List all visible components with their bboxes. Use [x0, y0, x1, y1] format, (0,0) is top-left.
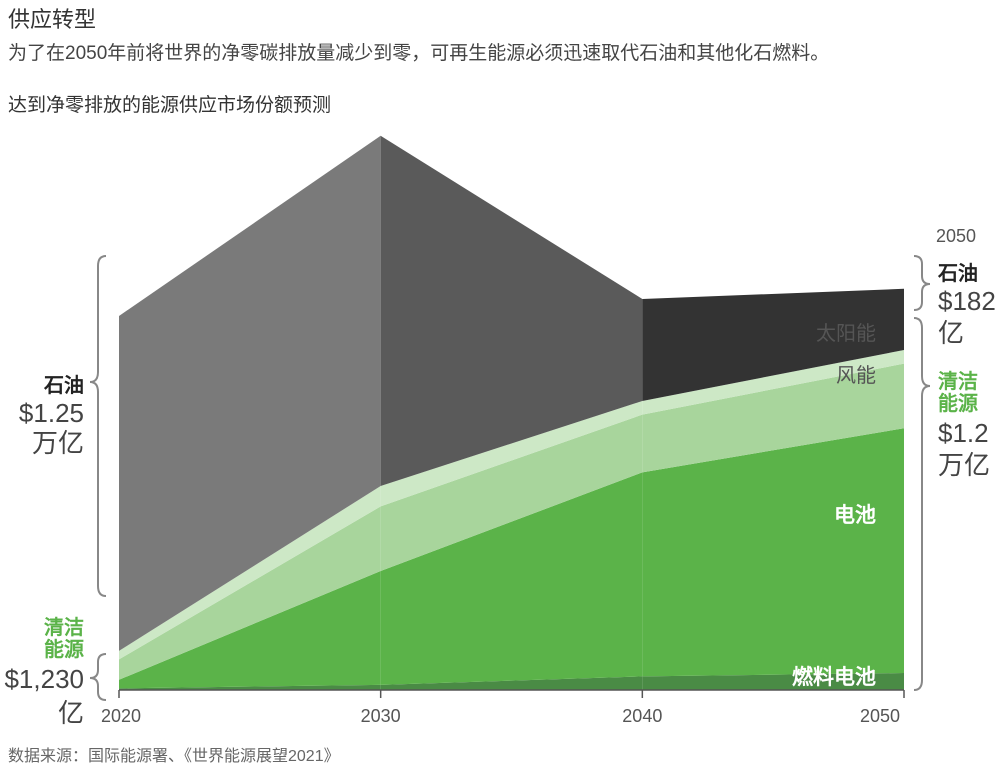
- series-label-fuelcell: 燃料电池: [792, 665, 876, 689]
- left-oil-value: $1.25: [19, 398, 84, 428]
- left-clean-unit: 亿: [58, 698, 84, 728]
- data-source: 数据来源：国际能源署、《世界能源展望2021》: [8, 748, 340, 765]
- right-oil-brace: [913, 255, 931, 311]
- area-fuel-cell-1: [380, 676, 643, 690]
- area-solar-2: [642, 350, 904, 415]
- x-tick-label: 2040: [622, 706, 662, 726]
- area-fuel-cell-0: [119, 684, 381, 690]
- area-oil-2: [642, 288, 904, 401]
- series-label-battery: 电池: [834, 504, 876, 527]
- right-clean-name-1: 清洁: [938, 369, 978, 393]
- area-solar-1: [380, 401, 643, 507]
- area-wind-2: [642, 363, 904, 473]
- left-oil-unit: 万亿: [32, 428, 84, 458]
- area-battery-0: [119, 571, 381, 689]
- right-oil-name: 石油: [937, 261, 978, 285]
- right-clean-brace: [913, 317, 931, 691]
- x-axis-ticks: 2020 2030 2040 2050: [101, 690, 905, 726]
- x-tick-label: 2050: [860, 706, 900, 726]
- area-solar-0: [119, 486, 381, 660]
- left-oil-brace: [89, 255, 107, 597]
- chart-areas: [119, 135, 904, 691]
- left-clean-brace: [89, 653, 107, 701]
- chart-canvas: 2020 2030 2040 2050 石油 $1.25 万亿 清洁 能源 $1,23…: [4, 135, 996, 728]
- x-tick-label: 2020: [101, 706, 141, 726]
- area-oil-0: [119, 135, 381, 651]
- right-clean-name-2: 能源: [938, 391, 978, 415]
- area-battery-1: [380, 472, 643, 685]
- right-year: 2050: [936, 226, 976, 246]
- area-wind-1: [380, 414, 643, 571]
- series-label-solar: 太阳能: [816, 322, 876, 345]
- chart-title: 达到净零排放的能源供应市场份额预测: [8, 95, 332, 116]
- left-clean-name-2: 能源: [44, 637, 84, 661]
- area-wind-0: [119, 506, 381, 680]
- area-fuel-cell-2: [642, 673, 904, 690]
- series-label-wind: 风能: [836, 364, 876, 387]
- x-tick-label: 2030: [361, 706, 401, 726]
- left-clean-value: $1,230: [4, 664, 84, 694]
- area-battery-2: [642, 428, 904, 677]
- area-oil-1: [380, 135, 643, 487]
- left-clean-name-1: 清洁: [44, 615, 84, 639]
- right-clean-value: $1.2: [938, 418, 989, 448]
- right-clean-unit: 万亿: [938, 450, 990, 480]
- page-title: 供应转型: [8, 7, 97, 32]
- right-oil-unit: 亿: [938, 318, 964, 348]
- page-subtitle: 为了在2050年前将世界的净零碳排放量减少到零，可再生能源必须迅速取代石油和其他…: [8, 43, 830, 64]
- left-oil-name: 石油: [43, 373, 84, 397]
- right-oil-value: $182: [938, 286, 996, 316]
